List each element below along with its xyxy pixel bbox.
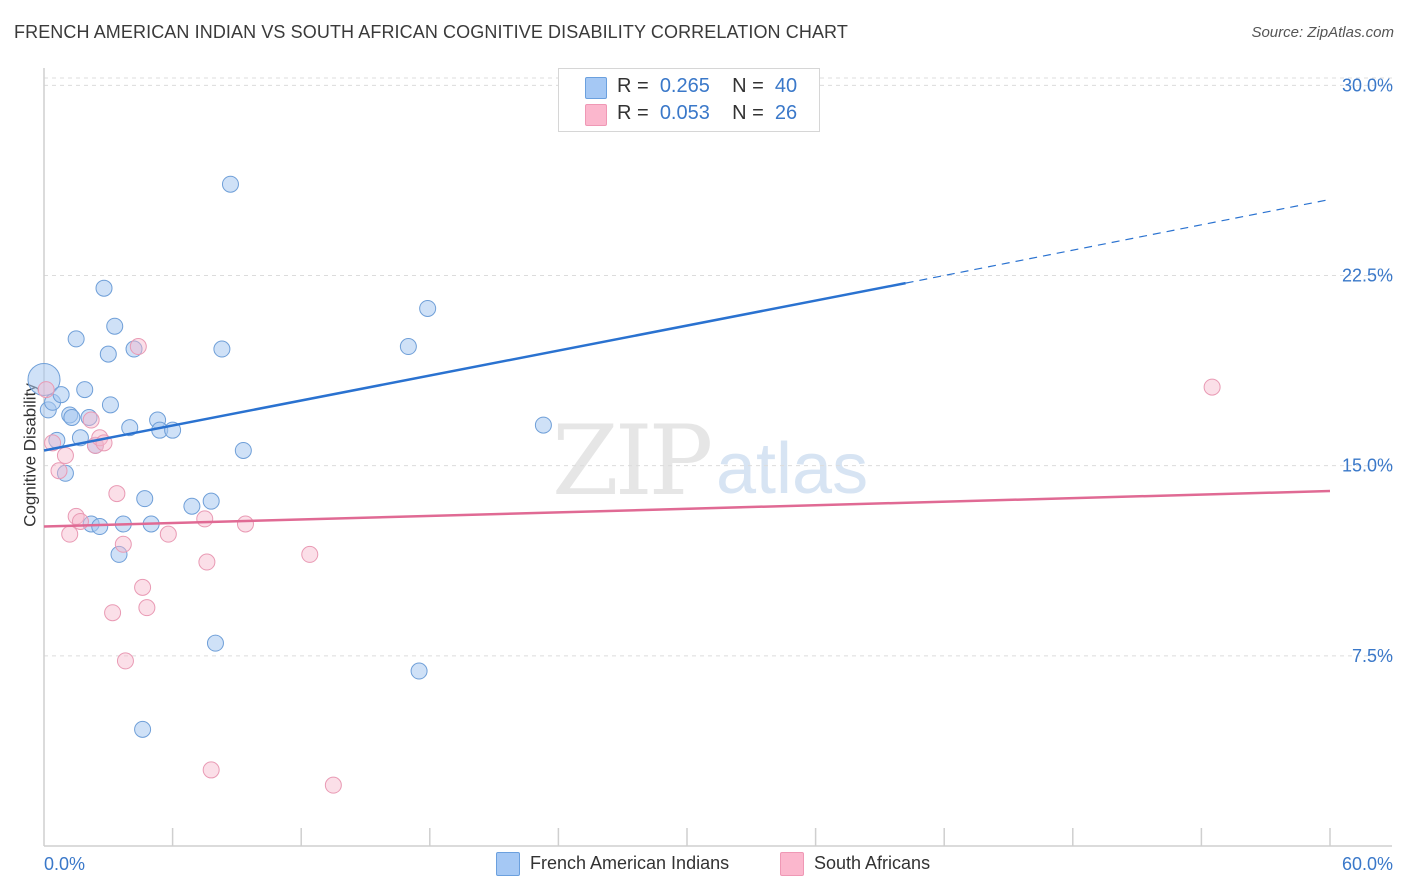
bottom-legend-swatch-blue — [496, 852, 520, 876]
french-american-indians-point — [27, 362, 61, 396]
legend-r-label: R = — [617, 75, 649, 97]
south-africans-point — [236, 515, 254, 533]
south-africans-point — [301, 545, 319, 563]
french-american-indians-point — [101, 396, 119, 414]
x-tick-label: 60.0% — [1342, 854, 1393, 874]
french-american-indians-point — [76, 381, 94, 399]
south-africans-point — [50, 462, 68, 480]
y-tick-label: 7.5% — [1352, 646, 1393, 666]
south-africans-point — [198, 553, 216, 571]
legend-swatch-pink — [585, 104, 607, 126]
x-tick-label: 0.0% — [44, 854, 85, 874]
legend-n-label: N = — [732, 102, 764, 124]
french-american-indians-point — [534, 416, 552, 434]
south-africans-trendline — [43, 489, 1331, 528]
south-africans-point — [71, 512, 89, 530]
french-american-indians-point — [63, 409, 81, 427]
watermark-zip: ZIP — [552, 405, 713, 517]
south-africans-point — [37, 381, 55, 399]
south-africans-point — [202, 761, 220, 779]
south-africans-point — [129, 338, 147, 356]
french-american-indians-point — [106, 317, 124, 335]
french-american-indians-point — [136, 490, 154, 508]
south-africans-point — [134, 578, 152, 596]
legend-n-value: 26 — [774, 102, 798, 124]
south-africans-point — [108, 485, 126, 503]
french-american-indians-point — [202, 492, 220, 510]
south-africans-point — [196, 510, 214, 528]
legend-n-value: 40 — [774, 75, 798, 97]
french-american-indians-point — [221, 175, 239, 193]
french-american-indians-point — [399, 338, 417, 356]
source-credit: Source: ZipAtlas.com — [1251, 24, 1394, 41]
french-american-indians-point — [67, 330, 85, 348]
french-american-indians-point — [206, 634, 224, 652]
french-american-indians-point — [110, 545, 128, 563]
french-american-indians-point — [213, 340, 231, 358]
y-tick-label: 22.5% — [1342, 266, 1393, 286]
y-tick-label: 15.0% — [1342, 456, 1393, 476]
french-american-indians-point — [52, 386, 70, 404]
y-tick-label: 30.0% — [1342, 75, 1393, 95]
legend-r-label: R = — [617, 102, 649, 124]
bottom-legend-label: South Africans — [814, 853, 931, 873]
correlation-legend: R = 0.265 N = 40 R = 0.053 N = 26 — [558, 68, 820, 132]
french-american-indians-point — [121, 419, 139, 437]
south-africans-point — [104, 604, 122, 622]
french-american-indians-point — [183, 497, 201, 515]
bottom-legend-label: French American Indians — [530, 853, 730, 873]
south-africans-point — [1203, 378, 1221, 396]
legend-r-value: 0.265 — [659, 75, 710, 97]
french-american-indians-point — [419, 299, 437, 317]
watermark-atlas: atlas — [716, 429, 869, 509]
legend-swatch-blue — [585, 77, 607, 99]
bottom-legend-swatch-pink — [780, 852, 804, 876]
south-africans-point — [61, 525, 79, 543]
french-american-indians-point — [134, 720, 152, 738]
legend-n-label: N = — [732, 75, 764, 97]
south-africans-point — [159, 525, 177, 543]
south-africans-point — [82, 411, 100, 429]
south-africans-point — [56, 447, 74, 465]
south-africans-point — [138, 599, 156, 617]
french-american-indians-point — [99, 345, 117, 363]
french-american-indians-point — [410, 662, 428, 680]
south-africans-point — [324, 776, 342, 794]
french-american-indians-point — [91, 518, 109, 536]
french-american-indians-trendline-extension — [905, 198, 1331, 284]
french-american-indians-trendline — [43, 281, 906, 452]
chart-title: FRENCH AMERICAN INDIAN VS SOUTH AFRICAN … — [14, 22, 848, 42]
south-africans-point — [116, 652, 134, 670]
french-american-indians-point — [80, 409, 98, 427]
french-american-indians-point — [234, 441, 252, 459]
south-africans-point — [114, 535, 132, 553]
french-american-indians-point — [95, 279, 113, 297]
legend-r-value: 0.053 — [659, 102, 710, 124]
